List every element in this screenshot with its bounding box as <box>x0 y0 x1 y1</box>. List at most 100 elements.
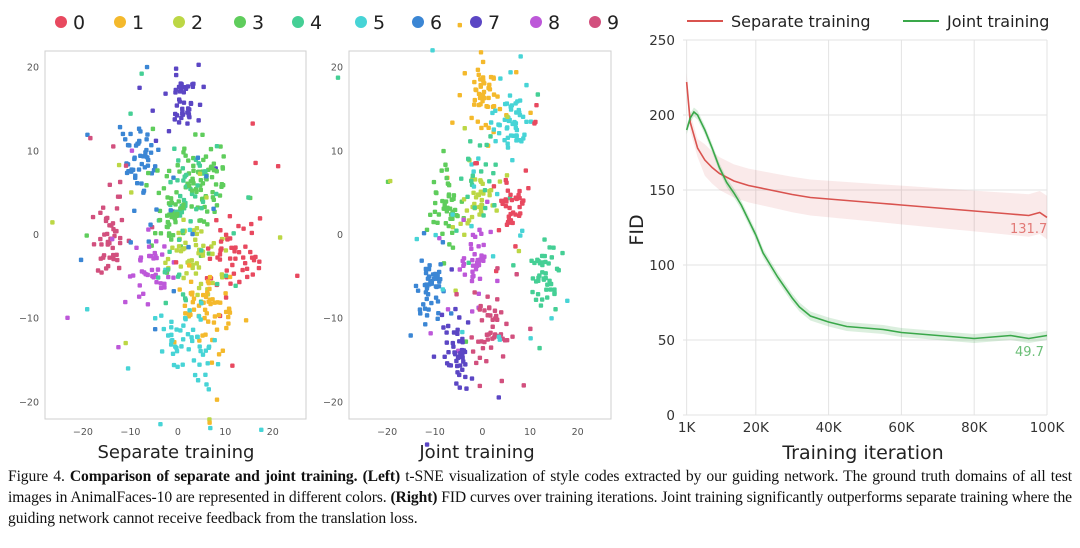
tsne-separate-point-class-4 <box>202 169 207 174</box>
tsne-separate-point-class-3 <box>84 233 89 238</box>
tsne-joint-point-class-7 <box>450 340 456 346</box>
tsne-joint-point-class-6 <box>435 299 441 304</box>
tsne-separate-point-class-3 <box>189 204 194 209</box>
tsne-separate-point-class-0 <box>223 232 229 238</box>
tsne-separate-point-class-5 <box>187 308 192 313</box>
tsne-joint-point-class-2 <box>487 192 492 198</box>
tsne-joint-point-class-5 <box>520 114 526 120</box>
tsne-separate-point-class-4 <box>163 300 168 306</box>
tsne-separate-point-class-2 <box>199 229 204 234</box>
tsne-joint-point-class-2 <box>450 224 455 230</box>
tsne-joint-point-class-8 <box>477 227 482 233</box>
tsne-separate-point-class-3 <box>198 187 204 193</box>
tsne-separate-point-class-7 <box>180 111 185 116</box>
fid-legend-label-joint: Joint training <box>946 12 1049 31</box>
tsne-joint-point-class-2 <box>481 191 486 196</box>
tsne-joint-point-class-4 <box>542 253 547 259</box>
tsne-separate-point-class-9 <box>115 257 120 263</box>
tsne-separate-point-class-9 <box>103 266 109 271</box>
tsne-separate-point-class-2 <box>181 217 186 223</box>
tsne-separate-point-class-1 <box>207 286 212 292</box>
caption-title: Comparison of separate and joint trainin… <box>69 468 358 485</box>
tsne-separate-point-class-7 <box>196 118 201 123</box>
tsne-separate-point-class-9 <box>116 265 122 271</box>
tsne-separate-ytick: −20 <box>19 397 39 408</box>
tsne-joint-point-class-5 <box>490 254 496 259</box>
caption-right-label: (Right) <box>390 489 438 506</box>
tsne-joint-point-class-7 <box>458 351 463 356</box>
fid-xtick: 100K <box>1030 420 1066 436</box>
tsne-joint-point-class-5 <box>504 126 510 131</box>
tsne-separate-point-class-5 <box>197 362 202 367</box>
tsne-joint-point-class-6 <box>426 307 431 312</box>
tsne-separate-point-class-4 <box>200 199 206 204</box>
tsne-separate-point-class-3 <box>146 170 151 176</box>
tsne-joint-point-class-4 <box>483 205 488 211</box>
tsne-separate-point-class-6 <box>141 190 146 195</box>
tsne-joint-point-class-9 <box>477 355 483 361</box>
tsne-separate-point-class-6 <box>156 147 161 153</box>
tsne-separate-point-class-8 <box>110 236 115 242</box>
tsne-separate-point-class-9 <box>107 182 113 187</box>
tsne-separate-point-class-7 <box>187 114 192 120</box>
tsne-separate-point-class-1 <box>214 327 220 332</box>
tsne-joint-point-class-8 <box>477 276 483 281</box>
tsne-separate-point-class-1 <box>210 297 215 302</box>
tsne-joint-point-class-9 <box>491 335 497 340</box>
tsne-separate-point-class-3 <box>220 182 226 188</box>
tsne-separate-point-class-9 <box>104 231 110 237</box>
tsne-joint-ytick: −20 <box>323 397 343 408</box>
tsne-joint-point-class-0 <box>491 184 497 189</box>
tsne-separate-point-class-0 <box>217 252 223 257</box>
tsne-separate-point-class-9 <box>98 236 103 242</box>
tsne-separate-point-class-7 <box>177 97 182 102</box>
tsne-joint-point-class-0 <box>520 201 525 206</box>
tsne-joint-point-class-8 <box>457 267 462 272</box>
tsne-separate-point-class-1 <box>207 420 212 425</box>
tsne-joint-point-class-7 <box>457 372 462 378</box>
tsne-joint-point-class-6 <box>435 316 440 321</box>
tsne-separate-point-class-5 <box>191 358 197 363</box>
tsne-separate-point-class-9 <box>110 245 115 251</box>
fid-xtick: 20K <box>743 420 770 436</box>
tsne-separate-point-class-9 <box>111 256 116 262</box>
tsne-separate-ytick: 10 <box>27 146 39 157</box>
tsne-separate-point-class-2 <box>195 292 200 298</box>
tsne-joint-point-class-5 <box>471 184 477 189</box>
tsne-separate-point-class-4 <box>215 281 220 287</box>
tsne-separate-point-class-5 <box>203 372 208 378</box>
tsne-joint-point-class-4 <box>538 303 544 308</box>
tsne-joint-point-class-2 <box>497 179 503 184</box>
tsne-separate-point-class-1 <box>211 320 217 325</box>
tsne-joint-point-class-4 <box>470 173 475 178</box>
tsne-separate-point-class-8 <box>146 244 152 249</box>
tsne-joint-point-class-1 <box>487 82 492 88</box>
tsne-separate-point-class-3 <box>210 165 215 171</box>
tsne-separate-point-class-4 <box>181 178 186 183</box>
tsne-joint-point-class-3 <box>441 261 447 266</box>
tsne-joint-point-class-9 <box>528 326 533 332</box>
tsne-joint-point-class-1 <box>478 50 484 55</box>
tsne-separate-point-class-5 <box>84 307 90 312</box>
tsne-joint-point-class-3 <box>451 193 457 198</box>
tsne-joint-point-class-4 <box>548 287 553 292</box>
tsne-separate-point-class-2 <box>176 230 181 236</box>
tsne-joint-point-class-1 <box>479 125 484 131</box>
tsne-separate-point-class-5 <box>198 348 203 354</box>
tsne-separate-point-class-5 <box>179 344 184 349</box>
tsne-joint-point-class-3 <box>454 213 459 218</box>
figure-caption: Figure 4. Comparison of separate and joi… <box>8 466 1072 529</box>
tsne-separate-point-class-3 <box>150 126 156 132</box>
tsne-joint-point-class-3 <box>446 193 452 199</box>
tsne-separate-point-class-0 <box>223 295 229 300</box>
tsne-joint-point-class-4 <box>530 289 535 295</box>
tsne-joint-point-class-8 <box>476 244 481 249</box>
tsne-joint-point-class-8 <box>474 263 480 269</box>
tsne-joint-point-class-4 <box>552 291 557 297</box>
tsne-separate-point-class-1 <box>223 309 229 315</box>
tsne-joint-point-class-2 <box>516 248 522 254</box>
tsne-separate-point-class-3 <box>153 230 158 236</box>
tsne-joint-point-class-0 <box>510 210 516 215</box>
tsne-separate-point-class-0 <box>243 244 248 249</box>
fid-line-separate <box>685 81 1048 219</box>
